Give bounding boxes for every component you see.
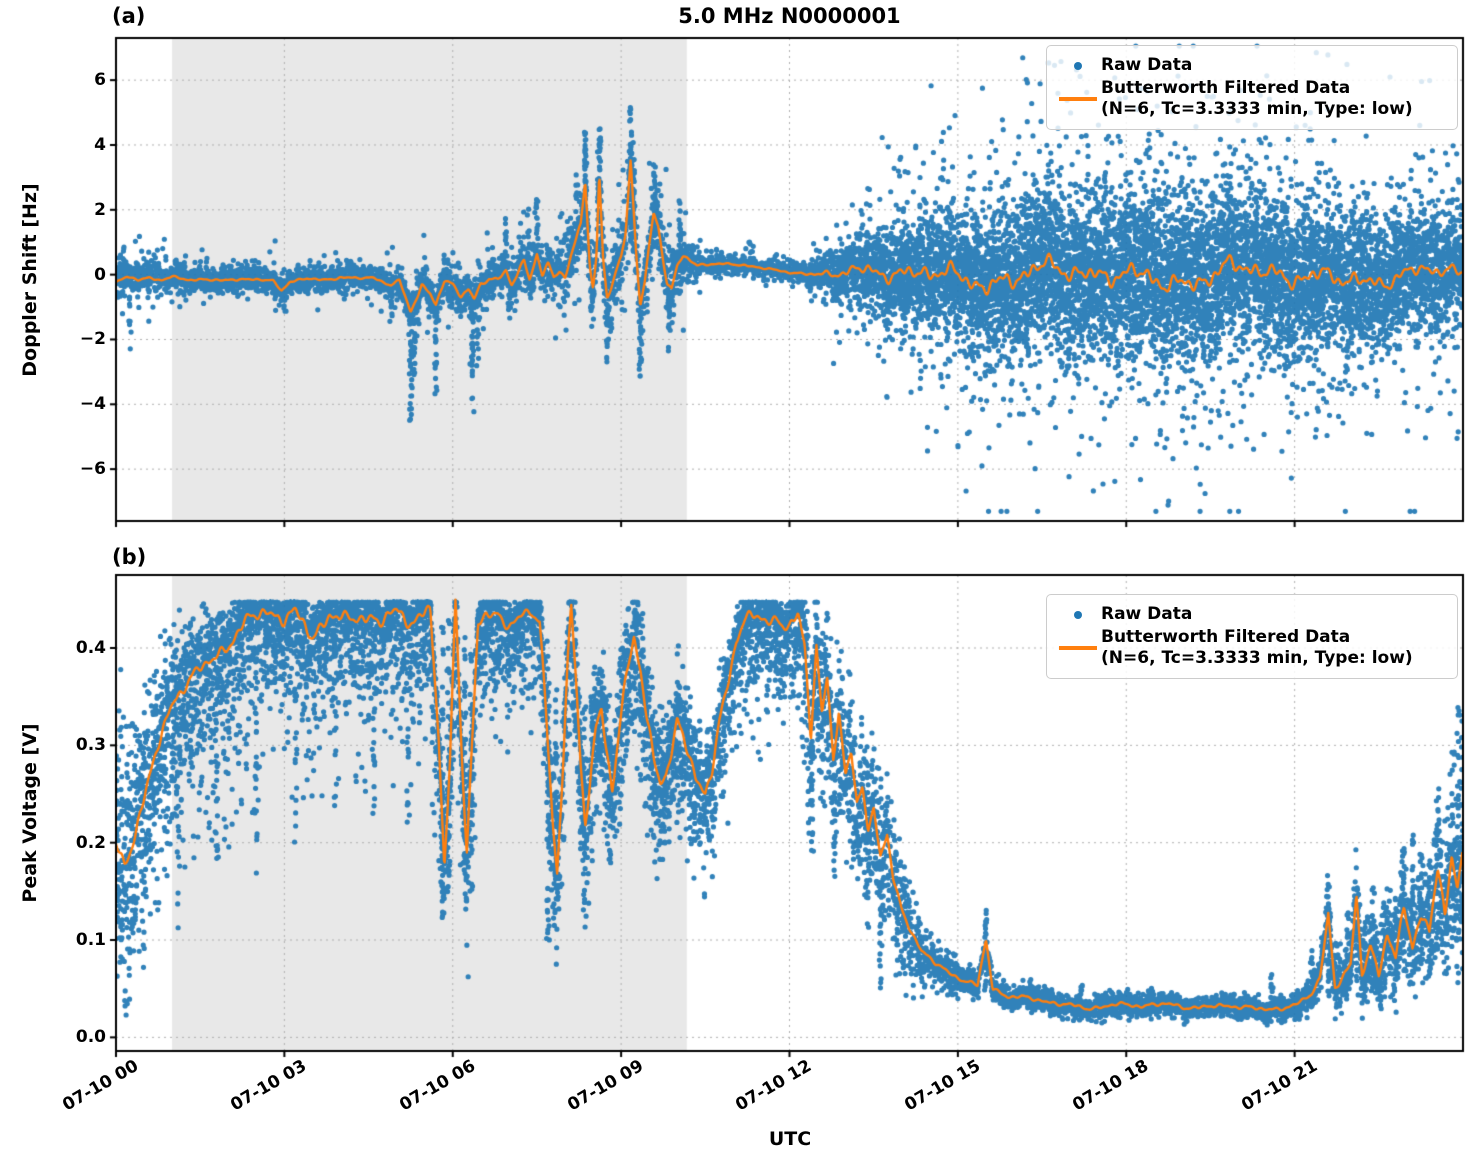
panel-a-label: (a) (112, 4, 146, 28)
legend-filtered-label: Butterworth Filtered Data (1101, 627, 1351, 647)
legend-panel-b: Raw Data Butterworth Filtered Data (N=6,… (1046, 594, 1458, 679)
panel-b-ytick: 0.3 (75, 735, 106, 755)
legend-raw-label: Raw Data (1101, 55, 1193, 75)
panel-b-ytick: 0.4 (75, 638, 106, 658)
raw-data-dot-icon (1055, 610, 1101, 619)
chart-title: 5.0 MHz N0000001 (678, 4, 901, 28)
panel-a-ytick: 4 (94, 135, 106, 155)
panel-a-ytick: 0 (94, 265, 106, 285)
legend-item-raw: Raw Data (1055, 604, 1445, 625)
legend-raw-label: Raw Data (1101, 604, 1193, 624)
panel-a-ytick: 2 (94, 200, 106, 220)
panel-a-ytick: −2 (79, 329, 106, 349)
legend-filtered-sublabel: (N=6, Tc=3.3333 min, Type: low) (1101, 648, 1413, 668)
panel-b-label: (b) (112, 545, 147, 569)
legend-filtered-sublabel: (N=6, Tc=3.3333 min, Type: low) (1101, 99, 1413, 119)
legend-panel-a: Raw Data Butterworth Filtered Data (N=6,… (1046, 45, 1458, 130)
legend-item-filtered: Butterworth Filtered Data (N=6, Tc=3.333… (1055, 627, 1445, 669)
legend-filtered-label: Butterworth Filtered Data (1101, 78, 1351, 98)
filtered-line-icon (1055, 646, 1101, 650)
filtered-line-icon (1055, 97, 1101, 101)
panel-b-ytick: 0.2 (75, 833, 106, 853)
legend-item-filtered: Butterworth Filtered Data (N=6, Tc=3.333… (1055, 78, 1445, 120)
panel-a-ytick: −6 (79, 459, 106, 479)
panel-b-ytick: 0.1 (75, 930, 106, 950)
panel-a-ytick: 6 (94, 70, 106, 90)
x-axis-title: UTC (768, 1128, 812, 1150)
panel-a-ytick: −4 (79, 394, 106, 414)
raw-data-dot-icon (1055, 61, 1101, 70)
legend-item-raw: Raw Data (1055, 55, 1445, 76)
panel-b-ytick: 0.0 (75, 1027, 106, 1047)
